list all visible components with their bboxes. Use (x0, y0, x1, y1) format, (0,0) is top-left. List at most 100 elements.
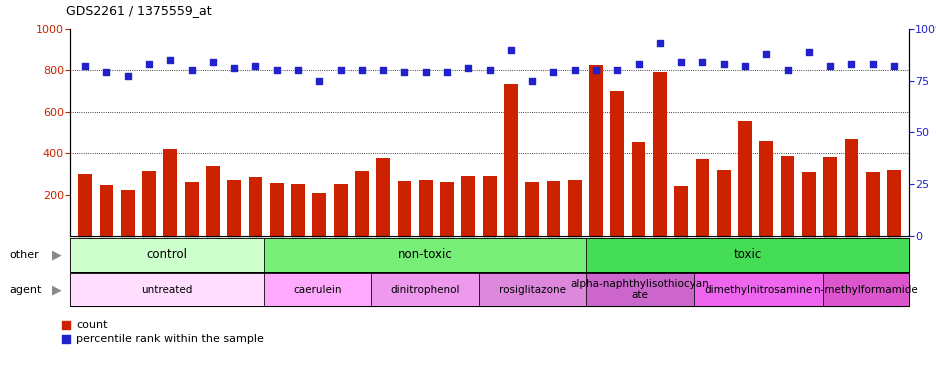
Bar (567, 180, 581, 236)
Point (695, 59, 709, 65)
Bar (264, 273, 371, 306)
Bar (478, 273, 586, 306)
Text: other: other (9, 250, 39, 260)
Point (99, 69, 114, 75)
Text: toxic: toxic (733, 248, 761, 262)
Point (141, 61, 156, 67)
Bar (780, 156, 794, 236)
Bar (312, 193, 326, 236)
Point (354, 67, 369, 73)
Bar (504, 84, 518, 236)
Point (780, 67, 795, 73)
Text: GDS2261 / 1375559_at: GDS2261 / 1375559_at (66, 4, 211, 17)
Text: agent: agent (9, 285, 42, 295)
Bar (163, 149, 177, 236)
Bar (99, 185, 113, 236)
Bar (822, 273, 908, 306)
Bar (371, 273, 478, 306)
Point (503, 46, 518, 53)
Bar (652, 72, 666, 236)
Point (227, 65, 241, 71)
Bar (461, 176, 475, 236)
Bar (586, 273, 694, 306)
Point (631, 61, 646, 67)
Text: non-toxic: non-toxic (397, 248, 452, 262)
Bar (738, 121, 751, 236)
Bar (609, 91, 623, 236)
Point (78, 63, 93, 69)
Point (312, 78, 327, 84)
Text: n-methylformamide: n-methylformamide (813, 285, 916, 295)
Bar (418, 180, 432, 236)
Bar (631, 142, 645, 236)
Bar (674, 186, 687, 236)
Point (758, 51, 773, 57)
Bar (397, 181, 411, 236)
Text: ▶: ▶ (51, 283, 61, 296)
Bar (248, 177, 262, 236)
Point (609, 67, 624, 73)
Point (524, 78, 539, 84)
Point (248, 63, 263, 69)
Bar (355, 171, 369, 236)
Point (375, 67, 390, 73)
Text: untreated: untreated (141, 285, 193, 295)
Bar (142, 171, 155, 236)
Point (843, 61, 858, 67)
Point (588, 67, 603, 73)
Point (737, 63, 752, 69)
Point (120, 73, 135, 79)
Bar (865, 172, 879, 236)
Point (546, 69, 561, 75)
Legend: count, percentile rank within the sample: count, percentile rank within the sample (57, 316, 268, 348)
Point (864, 61, 879, 67)
Bar (694, 273, 822, 306)
Bar (801, 172, 815, 236)
Bar (70, 238, 264, 272)
Point (651, 40, 666, 46)
Point (439, 69, 454, 75)
Bar (270, 183, 284, 236)
Bar (886, 170, 899, 236)
Point (290, 67, 305, 73)
Bar (333, 184, 347, 236)
Point (673, 59, 688, 65)
Point (332, 67, 347, 73)
Point (269, 67, 284, 73)
Point (715, 61, 730, 67)
Bar (264, 238, 586, 272)
Text: dimethylnitrosamine: dimethylnitrosamine (704, 285, 812, 295)
Point (397, 69, 412, 75)
Bar (440, 182, 453, 236)
Bar (546, 181, 560, 236)
Bar (843, 139, 857, 236)
Bar (376, 158, 389, 236)
Point (800, 48, 815, 55)
Bar (823, 157, 836, 236)
Bar (70, 273, 264, 306)
Bar (482, 176, 496, 236)
Point (205, 59, 220, 65)
Bar (716, 170, 730, 236)
Point (461, 65, 475, 71)
Bar (695, 159, 709, 236)
Bar (227, 180, 241, 236)
Text: control: control (146, 248, 187, 262)
Point (885, 63, 900, 69)
Point (417, 69, 432, 75)
Bar (291, 184, 304, 236)
Text: alpha-naphthylisothiocyan
ate: alpha-naphthylisothiocyan ate (570, 279, 709, 300)
Bar (184, 182, 198, 236)
Point (566, 67, 581, 73)
Bar (206, 166, 220, 236)
Bar (589, 65, 602, 236)
Point (822, 63, 837, 69)
Text: ▶: ▶ (51, 248, 61, 262)
Point (163, 57, 178, 63)
Bar (758, 141, 772, 236)
Text: caerulein: caerulein (293, 285, 342, 295)
Text: rosiglitazone: rosiglitazone (499, 285, 565, 295)
Bar (121, 190, 135, 236)
Bar (586, 238, 908, 272)
Point (481, 67, 496, 73)
